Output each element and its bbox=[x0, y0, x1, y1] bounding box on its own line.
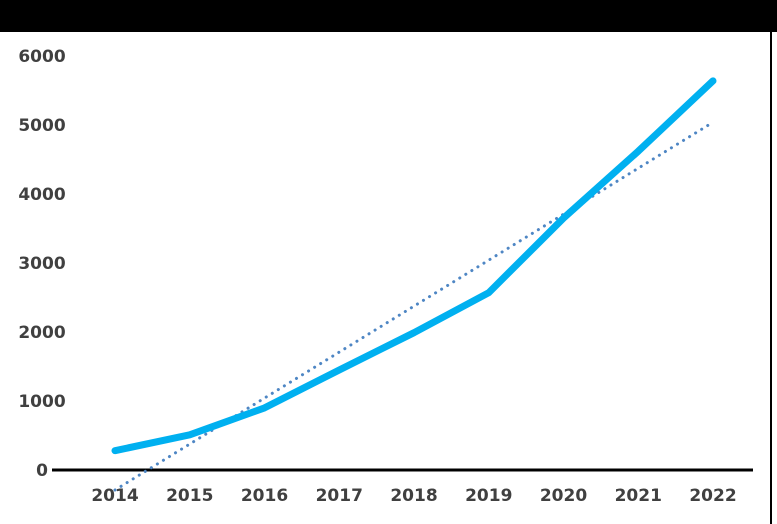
x-tick-label: 2021 bbox=[615, 486, 662, 506]
y-tick-label: 0 bbox=[36, 461, 48, 481]
x-tick-label: 2020 bbox=[540, 486, 587, 506]
y-tick-label: 5000 bbox=[18, 116, 65, 136]
trendline-dotted bbox=[113, 120, 715, 492]
x-tick-label: 2016 bbox=[241, 486, 288, 506]
y-tick-label: 2000 bbox=[18, 323, 65, 343]
y-tick-label: 6000 bbox=[18, 47, 65, 67]
top-black-bar bbox=[0, 0, 777, 32]
right-black-border bbox=[770, 32, 772, 524]
x-tick-label: 2014 bbox=[91, 486, 138, 506]
x-tick-label: 2015 bbox=[166, 486, 213, 506]
y-tick-label: 4000 bbox=[18, 185, 65, 205]
x-tick-label: 2022 bbox=[689, 486, 736, 506]
y-tick-label: 3000 bbox=[18, 254, 65, 274]
series-line bbox=[111, 77, 717, 455]
x-tick-label: 2018 bbox=[390, 486, 437, 506]
x-tick-label: 2019 bbox=[465, 486, 512, 506]
y-tick-label: 1000 bbox=[18, 392, 65, 412]
x-tick-label: 2017 bbox=[316, 486, 363, 506]
